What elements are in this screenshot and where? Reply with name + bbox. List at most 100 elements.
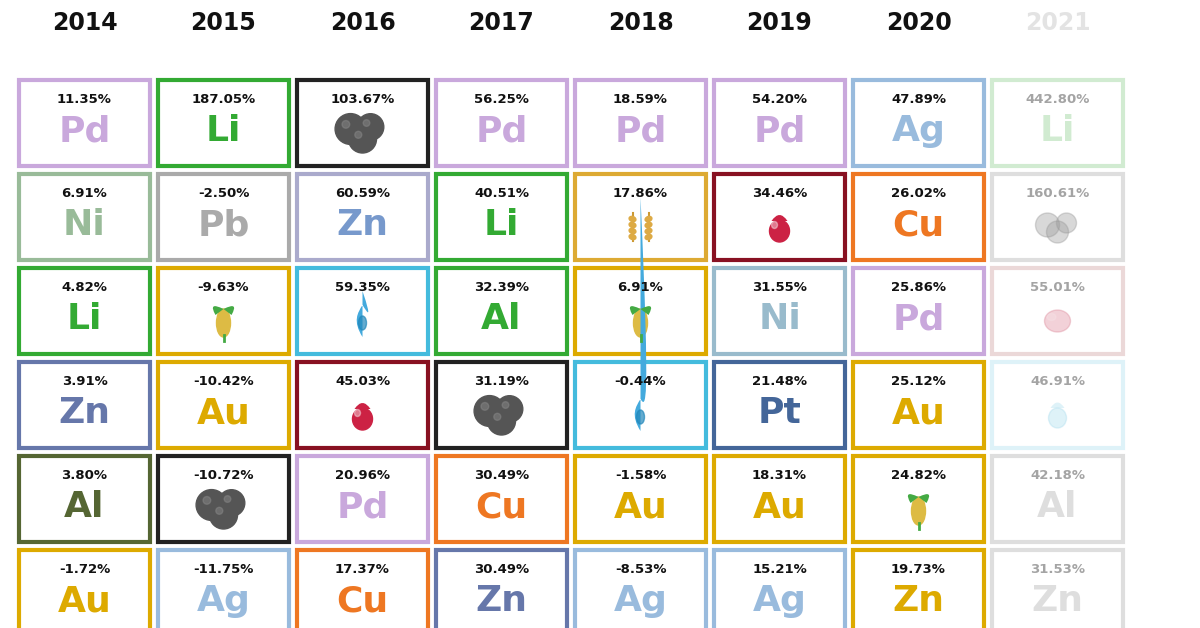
Text: 6.91%: 6.91% (618, 281, 664, 294)
FancyBboxPatch shape (575, 456, 706, 542)
Text: Zn: Zn (59, 396, 110, 430)
Text: Li: Li (1040, 114, 1075, 148)
FancyBboxPatch shape (298, 362, 428, 448)
Text: Zn: Zn (475, 584, 528, 618)
Text: 42.18%: 42.18% (1030, 469, 1085, 482)
Text: 54.20%: 54.20% (752, 93, 808, 106)
FancyBboxPatch shape (575, 550, 706, 628)
Text: 30.49%: 30.49% (474, 469, 529, 482)
Circle shape (487, 407, 516, 435)
Circle shape (494, 413, 500, 420)
Circle shape (224, 495, 230, 502)
FancyBboxPatch shape (19, 80, 150, 166)
Circle shape (481, 403, 488, 410)
Text: Pd: Pd (475, 114, 528, 148)
Circle shape (216, 507, 223, 514)
Text: 31.19%: 31.19% (474, 375, 529, 388)
FancyBboxPatch shape (19, 268, 150, 354)
Text: Pd: Pd (893, 302, 944, 336)
Text: 46.91%: 46.91% (1030, 375, 1085, 388)
Text: Zn: Zn (1032, 584, 1084, 618)
Text: 3.80%: 3.80% (61, 469, 108, 482)
Text: 2015: 2015 (191, 11, 257, 35)
FancyBboxPatch shape (158, 174, 289, 260)
Text: 442.80%: 442.80% (1025, 93, 1090, 106)
FancyBboxPatch shape (436, 174, 568, 260)
Text: Ni: Ni (758, 302, 800, 336)
Text: 18.31%: 18.31% (752, 469, 808, 482)
Text: -9.63%: -9.63% (198, 281, 250, 294)
Text: Pt: Pt (757, 396, 802, 430)
Text: 2021: 2021 (1025, 11, 1091, 35)
Text: 55.01%: 55.01% (1030, 281, 1085, 294)
Ellipse shape (354, 409, 360, 416)
Text: Au: Au (58, 584, 112, 618)
FancyBboxPatch shape (158, 550, 289, 628)
FancyBboxPatch shape (19, 174, 150, 260)
Ellipse shape (353, 408, 372, 430)
Text: Pd: Pd (59, 114, 110, 148)
Text: 103.67%: 103.67% (330, 93, 395, 106)
FancyBboxPatch shape (19, 550, 150, 628)
Text: 21.48%: 21.48% (752, 375, 808, 388)
Text: Li: Li (67, 302, 102, 336)
FancyBboxPatch shape (436, 80, 568, 166)
FancyBboxPatch shape (158, 456, 289, 542)
FancyBboxPatch shape (158, 362, 289, 448)
Text: Pd: Pd (614, 114, 667, 148)
Text: 25.86%: 25.86% (890, 281, 946, 294)
Text: 18.59%: 18.59% (613, 93, 668, 106)
Text: -10.72%: -10.72% (193, 469, 253, 482)
Text: 45.03%: 45.03% (335, 375, 390, 388)
Text: Cu: Cu (336, 584, 389, 618)
Text: 59.35%: 59.35% (335, 281, 390, 294)
FancyBboxPatch shape (853, 268, 984, 354)
Ellipse shape (646, 222, 652, 227)
Text: 17.37%: 17.37% (335, 563, 390, 576)
Circle shape (218, 490, 245, 516)
Text: Au: Au (613, 490, 667, 524)
FancyBboxPatch shape (575, 268, 706, 354)
Circle shape (355, 131, 362, 138)
Text: 187.05%: 187.05% (192, 93, 256, 106)
Text: 19.73%: 19.73% (892, 563, 946, 576)
Text: Al: Al (481, 302, 522, 336)
Text: 17.86%: 17.86% (613, 187, 668, 200)
FancyBboxPatch shape (714, 456, 845, 542)
PathPatch shape (223, 306, 234, 315)
Text: 32.39%: 32.39% (474, 281, 529, 294)
FancyBboxPatch shape (992, 268, 1123, 354)
Text: -11.75%: -11.75% (193, 563, 253, 576)
PathPatch shape (212, 306, 223, 315)
FancyBboxPatch shape (158, 80, 289, 166)
Ellipse shape (636, 410, 644, 424)
FancyBboxPatch shape (714, 362, 845, 448)
Text: 11.35%: 11.35% (58, 93, 112, 106)
Ellipse shape (629, 229, 636, 234)
Text: -8.53%: -8.53% (614, 563, 666, 576)
FancyBboxPatch shape (436, 550, 568, 628)
Text: Al: Al (65, 490, 104, 524)
Circle shape (497, 396, 523, 422)
Text: Pb: Pb (197, 208, 250, 242)
Text: Pd: Pd (336, 490, 389, 524)
FancyBboxPatch shape (298, 550, 428, 628)
Text: Zn: Zn (893, 584, 944, 618)
FancyBboxPatch shape (714, 550, 845, 628)
PathPatch shape (356, 305, 368, 337)
Circle shape (1036, 213, 1060, 237)
Text: 24.82%: 24.82% (890, 469, 946, 482)
Text: 2016: 2016 (330, 11, 395, 35)
Ellipse shape (912, 497, 925, 525)
FancyBboxPatch shape (298, 268, 428, 354)
FancyBboxPatch shape (298, 174, 428, 260)
Text: Li: Li (484, 208, 520, 242)
Text: 2020: 2020 (886, 11, 952, 35)
PathPatch shape (772, 215, 787, 221)
Ellipse shape (629, 234, 636, 240)
Text: -1.58%: -1.58% (614, 469, 666, 482)
PathPatch shape (918, 494, 929, 503)
Text: Li: Li (206, 114, 241, 148)
Circle shape (348, 125, 377, 153)
Ellipse shape (646, 217, 652, 222)
